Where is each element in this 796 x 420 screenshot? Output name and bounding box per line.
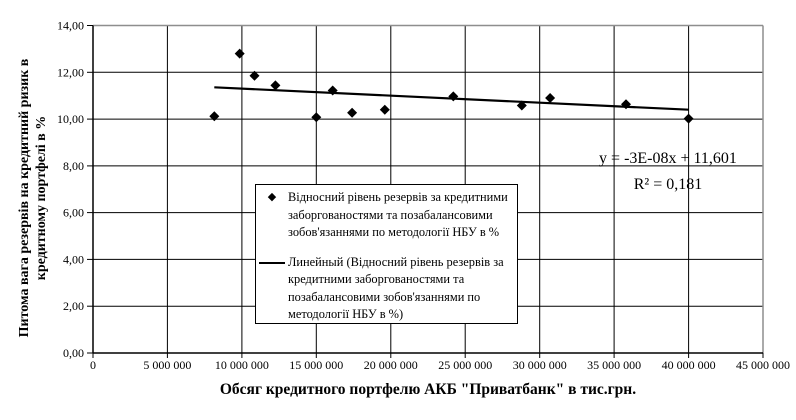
y-tick-label: 2,00	[63, 299, 84, 313]
x-tick-label: 35 000 000	[587, 358, 641, 372]
data-point	[545, 93, 556, 103]
x-tick-label: 20 000 000	[364, 358, 418, 372]
data-point	[311, 112, 322, 123]
y-tick-label: 4,00	[63, 252, 84, 266]
y-tick-label: 10,00	[57, 112, 84, 126]
legend-entry-trendline: Линейный (Відносний рівень резервів за к…	[256, 254, 517, 324]
legend-series-label: Відносний рівень резервів за кредитними …	[288, 190, 508, 239]
legend-trendline-label: Линейный (Відносний рівень резервів за к…	[288, 254, 504, 322]
x-tick-label: 25 000 000	[438, 358, 492, 372]
data-point	[379, 104, 390, 115]
y-tick-label: 0,00	[63, 346, 84, 360]
trendline-annotation: y = -3E-08x + 11,601 R² = 0,181	[568, 149, 768, 195]
trendline-equation-text: y = -3E-08x + 11,601	[599, 150, 737, 167]
data-point	[621, 99, 631, 110]
data-point	[270, 80, 281, 91]
data-point	[683, 113, 694, 124]
x-tick-label: 40 000 000	[662, 358, 716, 372]
x-tick-label: 0	[90, 358, 96, 372]
x-tick-label: 10 000 000	[215, 358, 269, 372]
data-point	[209, 111, 220, 122]
legend-entry-series: ◆ Відносний рівень резервів за кредитним…	[256, 189, 517, 242]
y-tick-label: 8,00	[63, 159, 84, 173]
y-tick-label: 6,00	[63, 206, 84, 220]
data-point	[234, 48, 245, 59]
x-tick-label: 15 000 000	[289, 358, 343, 372]
x-tick-label: 5 000 000	[143, 358, 191, 372]
r-squared-text: R² = 0,181	[633, 176, 703, 193]
data-point	[327, 85, 338, 96]
data-point	[249, 70, 260, 81]
diamond-marker-icon: ◆	[267, 191, 277, 203]
x-tick-label: 45 000 000	[736, 358, 790, 372]
x-tick-label: 30 000 000	[513, 358, 567, 372]
y-axis-title-line1: Питома вага резервів на кредитний ризик …	[17, 58, 32, 338]
data-point	[347, 107, 358, 118]
legend: ◆ Відносний рівень резервів за кредитним…	[255, 184, 518, 324]
y-axis-title: Питома вага резервів на кредитний ризик …	[16, 28, 52, 368]
y-axis-title-line2: кредитному портфелі в %	[34, 115, 49, 281]
y-tick-label: 12,00	[57, 65, 84, 79]
data-point	[516, 100, 527, 111]
data-point	[448, 91, 459, 102]
trendline-marker-icon	[256, 254, 288, 264]
x-axis-title: Обсяг кредитного портфелю АКБ "Приватбан…	[219, 381, 637, 398]
y-tick-label: 14,00	[57, 19, 84, 33]
